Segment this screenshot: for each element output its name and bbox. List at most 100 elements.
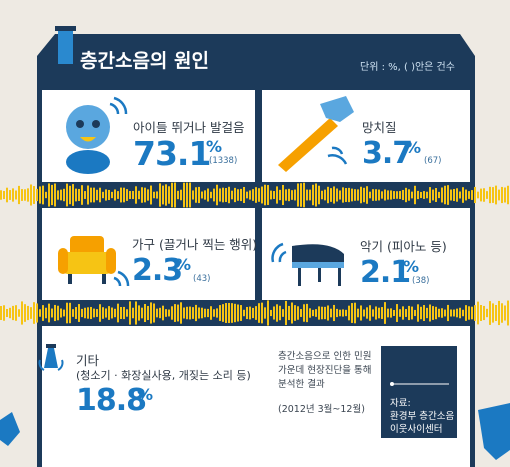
source-org: 이웃사이센터 xyxy=(390,424,443,435)
wave-bar xyxy=(144,187,146,203)
wave-bar xyxy=(495,185,497,205)
wave-bar xyxy=(264,184,266,206)
item-label: 악기 (피아노 등) xyxy=(360,239,447,254)
wave-bar xyxy=(216,308,218,318)
wave-bar xyxy=(246,191,248,199)
wave-bar xyxy=(54,183,56,207)
wave-bar xyxy=(315,183,317,207)
wave-bar xyxy=(450,189,452,201)
wave-bar xyxy=(489,301,491,325)
wave-bar xyxy=(456,188,458,202)
wave-bar xyxy=(480,305,482,321)
wave-bar xyxy=(225,303,227,323)
wave-bar xyxy=(291,302,293,324)
chimney-cap xyxy=(55,26,76,31)
wave-bar xyxy=(207,188,209,202)
wave-bar xyxy=(438,308,440,318)
wave-bar xyxy=(399,191,401,199)
wave-bar xyxy=(108,189,110,201)
wave-bar xyxy=(279,305,281,321)
wave-bar xyxy=(252,189,254,201)
item-value: 73.1 xyxy=(133,134,211,173)
wave-bar xyxy=(333,304,335,322)
wave-bar xyxy=(141,187,143,203)
wave-bar xyxy=(240,305,242,321)
wave-bar xyxy=(135,301,137,325)
wave-bar xyxy=(147,305,149,321)
wave-bar xyxy=(384,302,386,324)
wave-bar xyxy=(468,306,470,320)
wave-bar xyxy=(501,186,503,204)
wave-bar xyxy=(24,189,26,201)
wave-bar xyxy=(201,191,203,199)
wave-bar xyxy=(504,187,506,203)
wave-bar xyxy=(303,304,305,322)
wave-bar xyxy=(276,186,278,204)
wave-bar xyxy=(123,306,125,320)
wave-bar xyxy=(258,188,260,202)
wave-bar xyxy=(309,189,311,201)
wave-bar xyxy=(291,190,293,200)
wave-bar xyxy=(402,306,404,320)
wave-bar xyxy=(123,187,125,203)
awning-right xyxy=(478,403,510,460)
wave-bar xyxy=(399,309,401,317)
wave-bar xyxy=(411,306,413,320)
wave-bar xyxy=(42,305,44,321)
wave-bar xyxy=(69,185,71,205)
wave-bar xyxy=(285,189,287,201)
wave-bar xyxy=(66,183,68,207)
wave-bar xyxy=(330,188,332,202)
item-count: (67) xyxy=(424,156,442,166)
piano-icon xyxy=(271,242,344,286)
wave-bar xyxy=(54,304,56,322)
wave-bar xyxy=(282,309,284,317)
wave-bar xyxy=(486,308,488,318)
source-org: 환경부 층간소음 xyxy=(390,411,455,422)
wave-bar xyxy=(27,188,29,202)
wave-bar xyxy=(336,188,338,202)
wave-bar xyxy=(132,307,134,319)
wave-bar xyxy=(321,306,323,320)
percent-sign: % xyxy=(206,137,223,156)
wave-bar xyxy=(255,306,257,320)
wave-bar xyxy=(114,308,116,318)
wave-bar xyxy=(129,190,131,200)
wave-bar xyxy=(495,305,497,321)
wave-bar xyxy=(105,308,107,318)
wave-bar xyxy=(336,308,338,318)
wave-bar xyxy=(3,190,5,200)
wave-bar xyxy=(342,187,344,203)
wave-bar xyxy=(60,189,62,201)
wave-bar xyxy=(327,186,329,204)
wave-bar xyxy=(276,304,278,322)
wave-bar xyxy=(120,187,122,203)
wave-bar xyxy=(117,191,119,199)
wave-bar xyxy=(198,307,200,319)
wave-bar xyxy=(3,305,5,321)
wave-bar xyxy=(162,185,164,205)
wave-bar xyxy=(474,305,476,321)
wave-bar xyxy=(306,189,308,201)
footnote-period: (2012년 3월~12월) xyxy=(278,404,365,415)
wave-bar xyxy=(33,186,35,204)
wave-bar xyxy=(129,301,131,325)
item-count: (1338) xyxy=(209,156,238,166)
wave-bar xyxy=(36,188,38,202)
wave-bar xyxy=(48,303,50,323)
wave-bar xyxy=(81,185,83,205)
child-face-icon xyxy=(66,96,128,174)
wave-bar xyxy=(150,302,152,324)
wave-bar xyxy=(147,189,149,201)
wave-bar xyxy=(279,189,281,201)
percent-sign: % xyxy=(137,385,154,404)
wave-bar xyxy=(453,188,455,202)
wave-bar xyxy=(354,302,356,324)
wave-bar xyxy=(327,305,329,321)
wave-bar xyxy=(228,186,230,204)
wave-bar xyxy=(372,309,374,317)
wave-bar xyxy=(108,306,110,320)
wave-bar xyxy=(369,191,371,199)
wave-bar xyxy=(414,309,416,317)
wave-bar xyxy=(261,186,263,204)
